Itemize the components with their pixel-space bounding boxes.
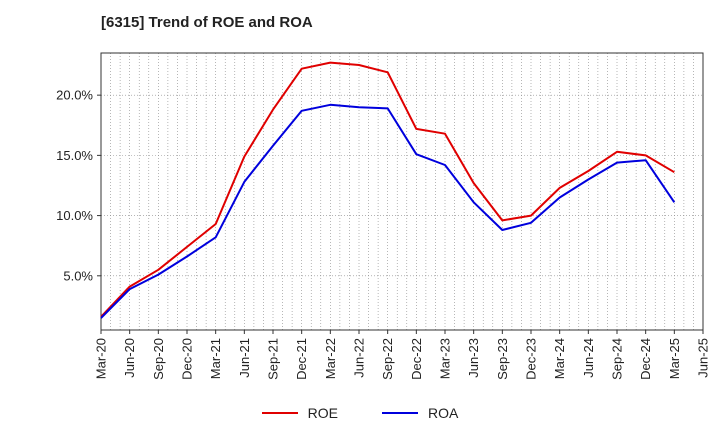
x-tick-label: Mar-24 xyxy=(552,338,567,379)
x-tick-label: Sep-20 xyxy=(151,338,166,380)
legend-item-roe: ROE xyxy=(261,405,338,421)
y-tick-label: 10.0% xyxy=(56,208,93,223)
x-tick-label: Dec-21 xyxy=(294,338,309,380)
x-tick-label: Dec-22 xyxy=(409,338,424,380)
x-tick-label: Mar-22 xyxy=(323,338,338,379)
legend-swatch-roe xyxy=(261,412,298,414)
x-tick-label: Sep-22 xyxy=(380,338,395,380)
chart-title: [6315] Trend of ROE and ROA xyxy=(101,14,313,31)
x-tick-label: Mar-21 xyxy=(208,338,223,379)
legend-label-roa: ROA xyxy=(428,405,459,421)
y-tick-label: 20.0% xyxy=(56,88,93,103)
x-tick-label: Dec-23 xyxy=(524,338,539,380)
x-tick-label: Jun-25 xyxy=(696,338,711,378)
x-tick-label: Jun-24 xyxy=(581,338,596,378)
x-tick-label: Mar-23 xyxy=(438,338,453,379)
x-tick-label: Jun-21 xyxy=(237,338,252,378)
x-tick-label: Jun-22 xyxy=(352,338,367,378)
legend-label-roe: ROE xyxy=(307,405,338,421)
x-tick-label: Dec-24 xyxy=(638,338,653,380)
series-line-roa xyxy=(100,103,676,319)
legend-item-roa: ROA xyxy=(382,405,458,421)
x-tick-label: Sep-24 xyxy=(610,338,625,380)
x-tick-label: Sep-23 xyxy=(495,338,510,380)
legend-swatch-roa xyxy=(382,412,418,414)
x-tick-label: Jun-20 xyxy=(122,338,137,378)
plot-frame xyxy=(100,52,704,331)
series-line-roe xyxy=(100,61,675,318)
legend: ROE ROA xyxy=(0,405,720,421)
y-tick-label: 5.0% xyxy=(63,268,93,283)
y-tick-label: 15.0% xyxy=(56,148,93,163)
plot-area xyxy=(101,53,703,330)
x-tick-label: Mar-20 xyxy=(94,338,109,379)
x-tick-label: Mar-25 xyxy=(667,338,682,379)
x-tick-label: Dec-20 xyxy=(180,338,195,380)
x-tick-label: Sep-21 xyxy=(266,338,281,380)
x-tick-label: Jun-23 xyxy=(466,338,481,378)
